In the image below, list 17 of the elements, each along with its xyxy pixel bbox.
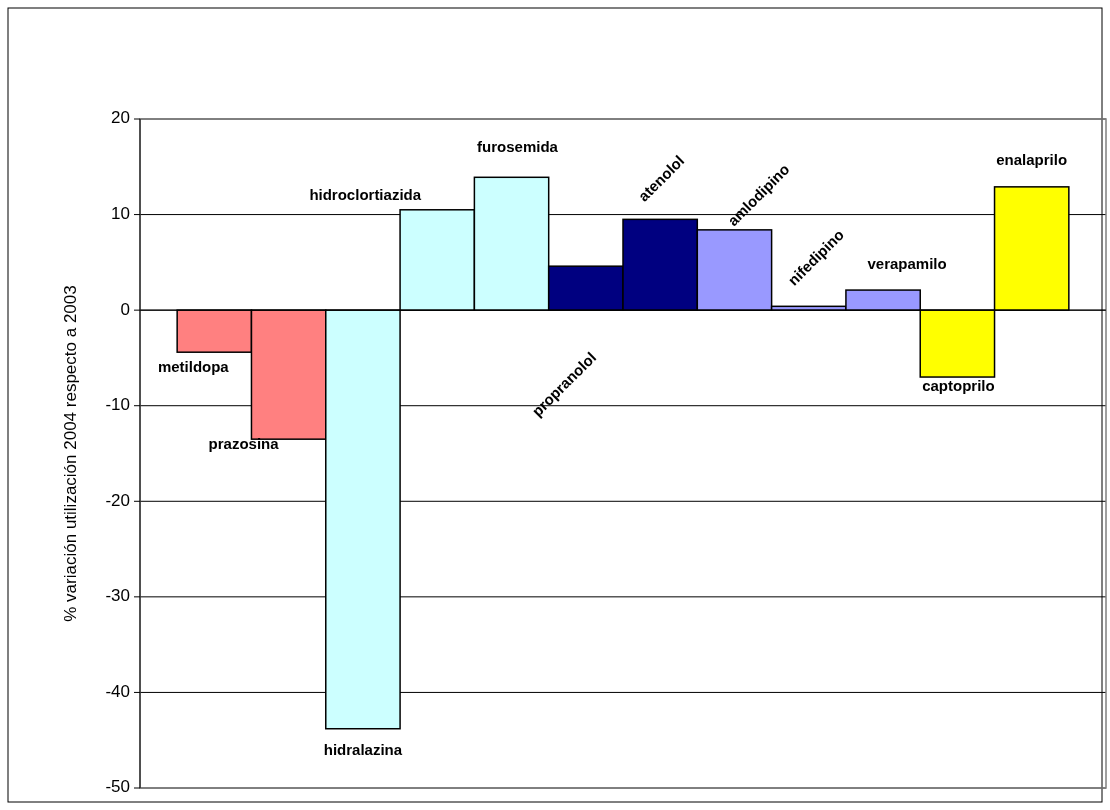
- annotation: hidroclortiazida: [309, 185, 422, 203]
- y-tick-label: -30: [105, 586, 130, 606]
- annotation: furosemida: [477, 138, 559, 156]
- y-tick-label: -20: [105, 490, 130, 510]
- annotation: hidralazina: [323, 740, 403, 758]
- y-tick-label: -50: [105, 777, 130, 797]
- y-tick-label: 10: [111, 204, 130, 224]
- y-tick-label: -40: [105, 681, 130, 701]
- annotation: enalaprilo: [996, 150, 1068, 168]
- y-tick-label: -10: [105, 395, 130, 415]
- annotation: verapamilo: [867, 255, 947, 273]
- y-tick-label: 0: [120, 299, 130, 319]
- annotation: prazosina: [208, 435, 280, 453]
- y-axis-title: % variación utilización 2004 respecto a 2003: [61, 285, 81, 622]
- annotation: metildopa: [157, 358, 230, 376]
- annotation: captoprilo: [922, 377, 995, 395]
- y-tick-label: 20: [111, 108, 130, 128]
